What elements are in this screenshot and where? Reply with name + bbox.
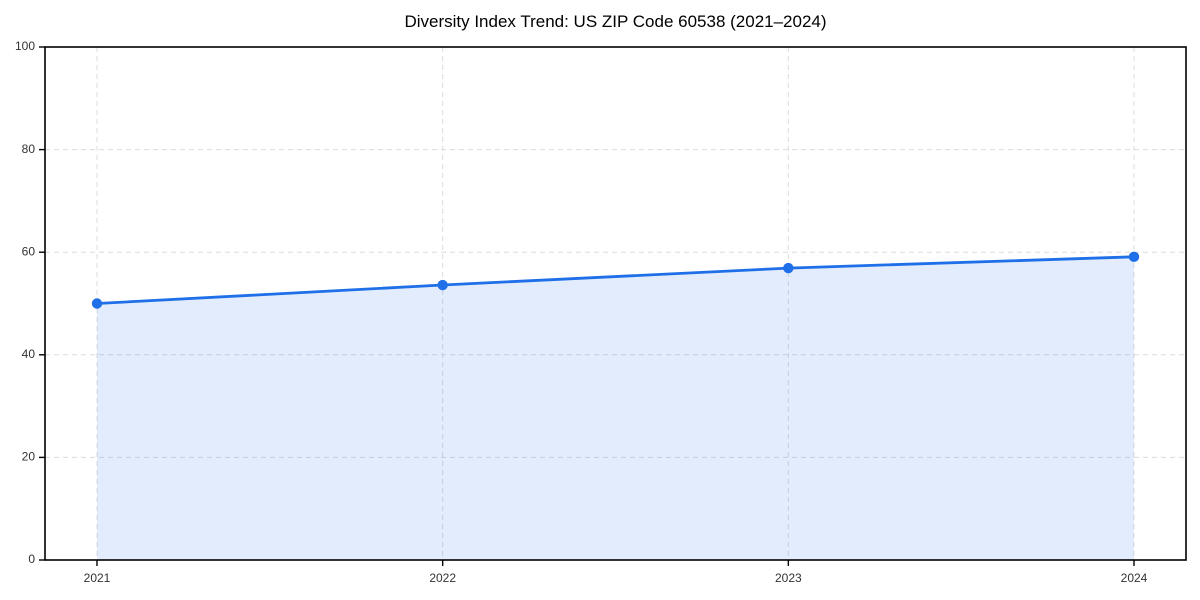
data-point-2024: [1128, 251, 1140, 263]
data-point-2021: [91, 298, 103, 309]
y-tick-label-0: 0: [28, 552, 35, 566]
y-tick-label-80: 80: [22, 142, 36, 156]
plot-frame: [44, 46, 1187, 561]
y-tick-label-100: 100: [15, 39, 35, 53]
x-tick-label-2022: 2022: [429, 571, 456, 585]
x-tick-label-2021: 2021: [84, 571, 111, 585]
data-point-2022: [437, 279, 448, 291]
chart-title: Diversity Index Trend: US ZIP Code 60538…: [404, 12, 827, 31]
x-tick-label-2023: 2023: [775, 571, 802, 585]
y-tick-label-60: 60: [22, 244, 36, 258]
y-tick-label-40: 40: [22, 347, 36, 361]
series-area-fill: [97, 256, 1134, 560]
x-tick-label-2024: 2024: [1121, 571, 1148, 585]
y-tick-label-20: 20: [22, 450, 36, 464]
data-point-2023: [783, 262, 794, 274]
series-line: [95, 255, 1136, 305]
